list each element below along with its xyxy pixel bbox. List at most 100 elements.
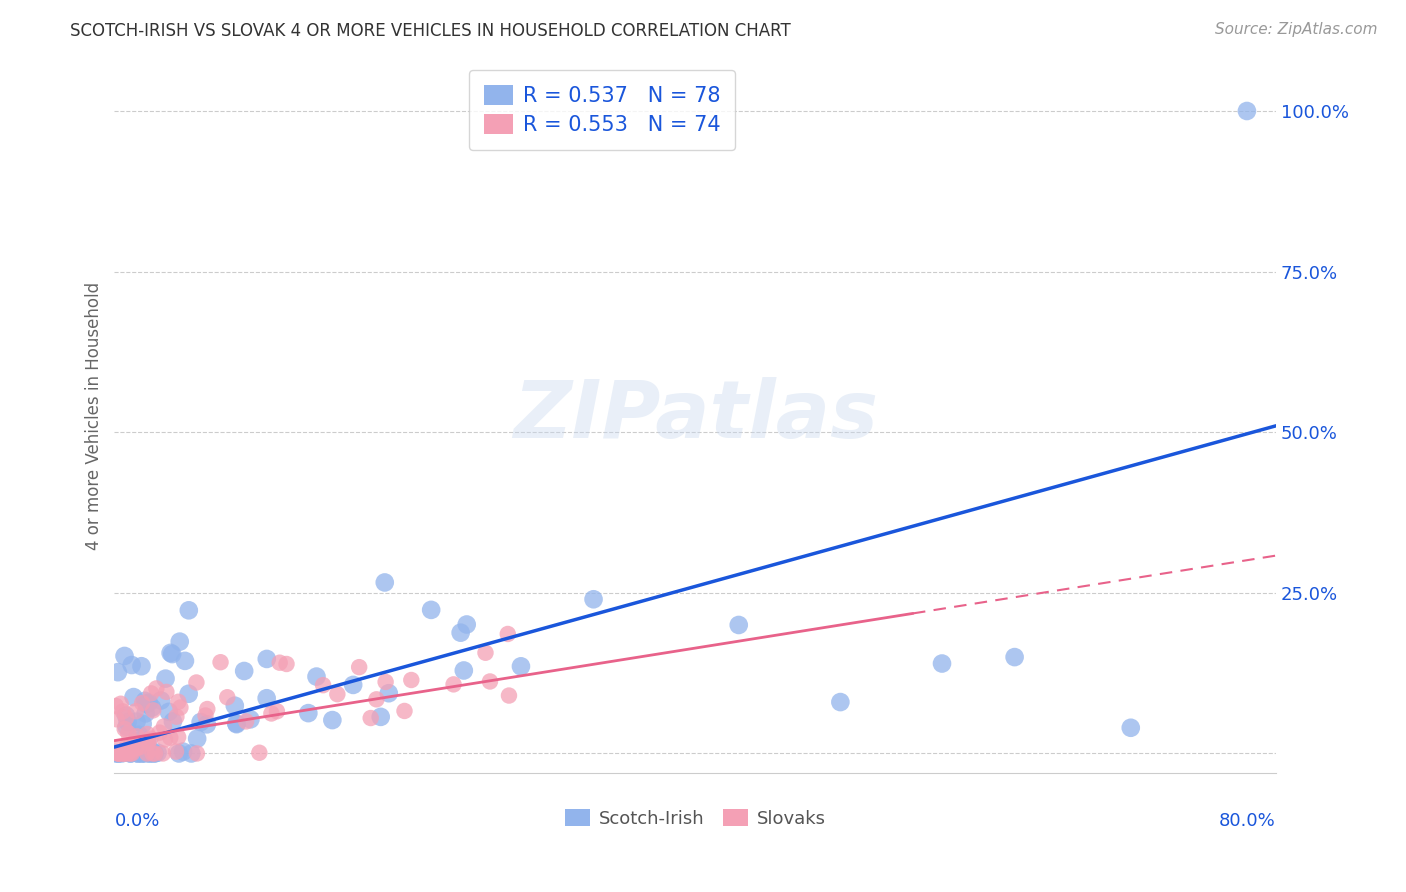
Point bbox=[134, 694, 156, 708]
Point bbox=[256, 691, 278, 706]
Point bbox=[117, 726, 139, 740]
Point bbox=[131, 747, 153, 761]
Point bbox=[141, 745, 163, 759]
Point bbox=[498, 689, 520, 703]
Point bbox=[114, 722, 136, 736]
Point bbox=[136, 735, 159, 749]
Point bbox=[1004, 650, 1026, 665]
Point bbox=[1236, 103, 1258, 118]
Point bbox=[120, 747, 142, 761]
Point bbox=[125, 704, 148, 718]
Point bbox=[141, 747, 163, 761]
Point bbox=[132, 737, 155, 751]
Point bbox=[128, 740, 150, 755]
Point bbox=[370, 710, 392, 724]
Point bbox=[125, 741, 148, 756]
Point bbox=[342, 678, 364, 692]
Point bbox=[131, 716, 153, 731]
Point bbox=[122, 690, 145, 704]
Text: Source: ZipAtlas.com: Source: ZipAtlas.com bbox=[1215, 22, 1378, 37]
Point bbox=[162, 714, 184, 729]
Point bbox=[141, 700, 163, 714]
Point bbox=[443, 677, 465, 691]
Point bbox=[450, 625, 472, 640]
Point bbox=[153, 732, 176, 747]
Point bbox=[127, 747, 149, 761]
Point bbox=[107, 747, 129, 761]
Point bbox=[378, 686, 401, 700]
Point bbox=[157, 705, 180, 719]
Point bbox=[394, 704, 416, 718]
Text: SCOTCH-IRISH VS SLOVAK 4 OR MORE VEHICLES IN HOUSEHOLD CORRELATION CHART: SCOTCH-IRISH VS SLOVAK 4 OR MORE VEHICLE… bbox=[70, 22, 792, 40]
Y-axis label: 4 or more Vehicles in Household: 4 or more Vehicles in Household bbox=[86, 282, 103, 550]
Point bbox=[374, 674, 396, 689]
Point bbox=[165, 745, 187, 759]
Point bbox=[177, 603, 200, 617]
Point bbox=[177, 687, 200, 701]
Point bbox=[195, 702, 218, 716]
Point bbox=[139, 747, 162, 761]
Point bbox=[297, 706, 319, 720]
Point bbox=[143, 747, 166, 761]
Point bbox=[167, 695, 190, 709]
Point bbox=[127, 747, 149, 761]
Point bbox=[266, 704, 288, 718]
Point bbox=[180, 747, 202, 761]
Point bbox=[112, 747, 135, 761]
Point bbox=[117, 747, 139, 761]
Point bbox=[225, 717, 247, 731]
Point bbox=[456, 617, 478, 632]
Point bbox=[111, 705, 134, 719]
Point bbox=[172, 745, 194, 759]
Point bbox=[165, 710, 187, 724]
Point bbox=[312, 678, 335, 692]
Point bbox=[152, 747, 174, 761]
Point bbox=[195, 717, 218, 731]
Point bbox=[269, 656, 291, 670]
Point bbox=[108, 747, 131, 761]
Point bbox=[194, 708, 217, 723]
Point bbox=[107, 747, 129, 761]
Point bbox=[135, 706, 157, 721]
Point bbox=[136, 736, 159, 750]
Point bbox=[217, 690, 239, 705]
Point bbox=[115, 720, 138, 734]
Point bbox=[186, 747, 208, 761]
Point bbox=[121, 744, 143, 758]
Point bbox=[159, 731, 181, 745]
Point bbox=[120, 747, 142, 761]
Point bbox=[326, 687, 349, 701]
Point bbox=[256, 652, 278, 666]
Point bbox=[125, 714, 148, 729]
Point bbox=[138, 747, 160, 761]
Point bbox=[209, 655, 232, 669]
Point bbox=[121, 747, 143, 761]
Point bbox=[110, 697, 132, 711]
Point bbox=[360, 711, 382, 725]
Point bbox=[321, 713, 343, 727]
Point bbox=[115, 711, 138, 725]
Point bbox=[131, 696, 153, 710]
Point bbox=[139, 686, 162, 700]
Point bbox=[115, 708, 138, 723]
Point bbox=[582, 592, 605, 607]
Point bbox=[239, 712, 262, 726]
Point bbox=[131, 659, 153, 673]
Point bbox=[155, 685, 177, 699]
Point bbox=[120, 737, 142, 751]
Point bbox=[276, 657, 298, 671]
Point bbox=[136, 747, 159, 761]
Point bbox=[496, 627, 519, 641]
Point bbox=[474, 646, 496, 660]
Point bbox=[108, 740, 131, 755]
Point bbox=[136, 733, 159, 747]
Point bbox=[510, 659, 533, 673]
Point bbox=[305, 669, 328, 683]
Point bbox=[142, 703, 165, 717]
Point bbox=[111, 747, 134, 761]
Point bbox=[478, 674, 501, 689]
Point bbox=[111, 747, 134, 761]
Point bbox=[167, 730, 190, 744]
Point bbox=[143, 747, 166, 761]
Point bbox=[131, 747, 153, 761]
